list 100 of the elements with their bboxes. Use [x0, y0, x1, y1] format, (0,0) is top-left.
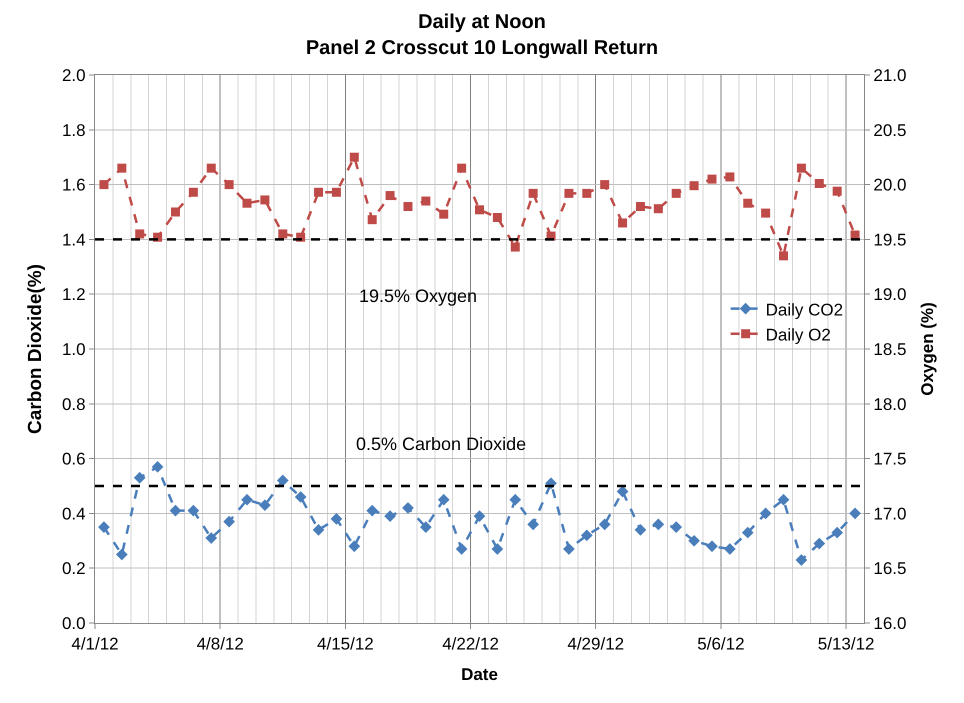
y2-tick-label: 16.0	[873, 614, 906, 633]
y-tick-label: 0.8	[62, 394, 86, 414]
point	[368, 215, 377, 224]
point	[278, 229, 288, 238]
point	[580, 529, 593, 542]
point	[259, 499, 271, 512]
point	[492, 212, 502, 222]
point	[99, 180, 108, 190]
point	[707, 174, 716, 184]
y-tick-label: 2.0	[62, 66, 86, 85]
point	[457, 164, 466, 173]
point	[761, 208, 770, 218]
point	[634, 524, 646, 536]
point	[509, 494, 522, 506]
point	[276, 474, 289, 486]
point	[474, 510, 486, 522]
legend-label: Daily O2	[766, 325, 831, 344]
point	[205, 532, 218, 544]
point	[832, 186, 842, 196]
point	[600, 180, 610, 190]
point	[188, 504, 200, 517]
point	[206, 164, 216, 173]
y-tick-label: 1.2	[62, 285, 86, 304]
point	[813, 538, 826, 550]
chart-title: Daily at Noon Panel 2 Crosscut 10 Longwall Return	[306, 11, 658, 60]
point	[188, 188, 198, 197]
point	[725, 172, 734, 182]
point	[386, 191, 395, 200]
x-tick-label: 5/6/12	[697, 634, 745, 654]
point	[135, 229, 144, 238]
ref-line-label: 0.5% Carbon Dioxide	[356, 434, 526, 454]
point	[475, 205, 484, 214]
point	[527, 518, 539, 530]
point	[706, 540, 718, 552]
point	[796, 554, 808, 566]
point	[420, 521, 432, 533]
y-tick-label: 0.6	[62, 450, 86, 469]
y2-tick-label: 21.0	[873, 66, 906, 85]
point	[223, 516, 235, 528]
point	[564, 188, 574, 198]
point	[598, 518, 611, 530]
point	[294, 491, 307, 503]
point	[224, 180, 234, 190]
y2-axis-title: Oxygen (%)	[918, 302, 937, 396]
y-tick-label: 1.6	[62, 176, 86, 195]
point	[98, 521, 110, 533]
point	[421, 196, 430, 206]
y-tick-label: 0.0	[62, 614, 86, 633]
point	[384, 510, 396, 522]
point	[616, 486, 628, 498]
y2-tick-label: 17.5	[873, 450, 906, 469]
point	[670, 521, 682, 533]
point	[366, 504, 378, 517]
point	[402, 502, 414, 514]
x-tick-label: 4/8/12	[196, 634, 244, 654]
y2-tick-label: 20.0	[873, 176, 906, 195]
point	[743, 198, 752, 208]
point	[314, 188, 324, 197]
point	[170, 208, 180, 216]
point	[760, 508, 772, 520]
point	[688, 534, 700, 547]
point	[456, 543, 468, 555]
point	[563, 543, 575, 555]
point	[779, 251, 788, 260]
y-tick-label: 1.0	[62, 340, 86, 359]
point	[672, 188, 681, 198]
point	[170, 504, 182, 517]
point	[332, 188, 341, 197]
point	[260, 195, 270, 204]
point	[330, 513, 342, 525]
y2-tick-label: 18.0	[873, 394, 906, 414]
point	[582, 188, 592, 198]
y2-tick-label: 17.0	[873, 504, 906, 524]
y2-tick-label: 19.0	[873, 285, 906, 304]
point	[134, 472, 146, 484]
y-tick-label: 0.2	[62, 559, 86, 578]
y-tick-label: 1.4	[62, 230, 86, 250]
point	[849, 508, 861, 520]
ref-line-label: 19.5% Oxygen	[359, 286, 478, 306]
x-tick-label: 4/1/12	[71, 634, 119, 654]
point	[724, 543, 736, 555]
point	[618, 218, 628, 228]
point	[348, 540, 360, 552]
y2-tick-label: 20.5	[873, 120, 906, 140]
point	[652, 518, 664, 530]
x-axis-title: Date	[461, 664, 498, 684]
y-tick-label: 1.8	[62, 120, 86, 140]
point	[654, 204, 663, 214]
point	[350, 152, 359, 162]
x-tick-label: 4/15/12	[317, 634, 374, 654]
point	[117, 164, 126, 173]
point	[510, 242, 520, 252]
point	[438, 494, 450, 506]
point	[312, 524, 324, 536]
point	[241, 494, 253, 506]
point	[796, 164, 806, 173]
y2-tick-label: 16.5	[873, 559, 906, 578]
y2-tick-label: 18.5	[873, 340, 906, 359]
y-tick-label: 0.4	[62, 504, 86, 524]
point	[814, 179, 824, 188]
